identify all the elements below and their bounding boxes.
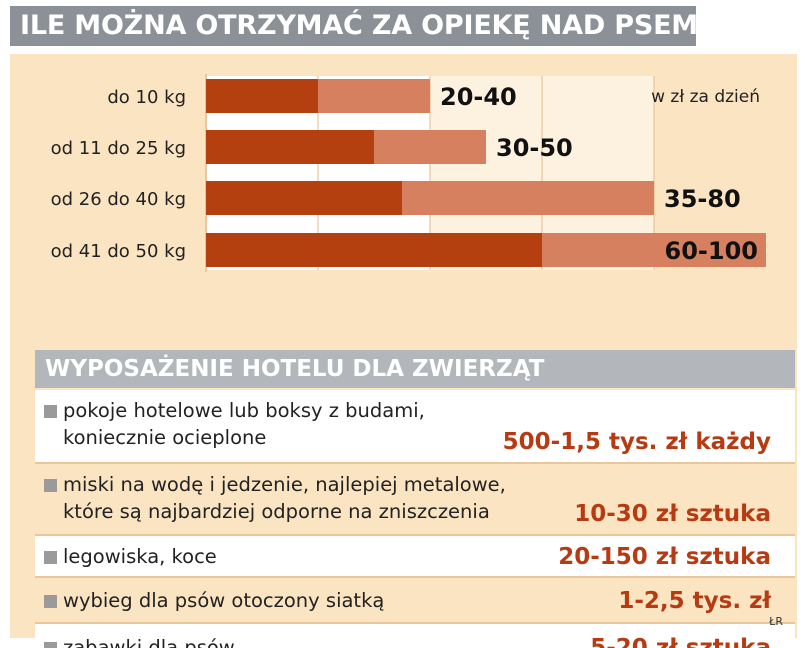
bar-segment-min — [206, 233, 542, 267]
equipment-item-label: które są najbardziej odporne na zniszcze… — [63, 500, 490, 523]
bar-segment-range — [374, 130, 486, 164]
infographic-panel: w zł za dzień do 10 kg 20-40 od 11 do 25 kg… — [10, 54, 797, 648]
square-bullet-icon — [44, 405, 57, 418]
equipment-item-price: 1-2,5 tys. zł — [618, 588, 771, 614]
category-label: od 26 do 40 kg — [51, 189, 186, 210]
bar-segment-min — [206, 181, 402, 215]
equipment-row: legowiska, koce 20-150 zł sztuka — [35, 536, 795, 578]
equipment-item-price: 500-1,5 tys. zł każdy — [502, 429, 771, 455]
equipment-row: zabawki dla psów 5-20 zł sztuka — [35, 624, 795, 648]
equipment-item-price: 5-20 zł sztuka — [590, 635, 771, 648]
equipment-item-price: 10-30 zł sztuka — [574, 501, 771, 527]
equipment-section-title: WYPOSAŻENIE HOTELU DLA ZWIERZĄT — [35, 350, 795, 388]
equipment-row: miski na wodę i jedzenie, najlepiej meta… — [35, 464, 795, 536]
author-credit: ŁR — [769, 615, 783, 628]
data-label: 30-50 — [496, 134, 573, 162]
equipment-row: pokoje hotelowe lub boksy z budami, konie… — [35, 390, 795, 464]
equipment-row: wybieg dla psów otoczony siatką 1-2,5 tys… — [35, 578, 795, 624]
bar-segment-min — [206, 79, 318, 113]
equipment-item-label: wybieg dla psów otoczony siatką — [63, 589, 385, 612]
bar-segment-min — [206, 130, 374, 164]
square-bullet-icon — [44, 642, 57, 648]
equipment-item-label: pokoje hotelowe lub boksy z budami, — [63, 399, 425, 422]
equipment-item-label: legowiska, koce — [63, 545, 217, 568]
data-label: 60-100 — [665, 237, 758, 265]
equipment-item-label: zabawki dla psów — [63, 636, 235, 648]
data-label: 35-80 — [664, 185, 741, 213]
equipment-list: pokoje hotelowe lub boksy z budami, konie… — [35, 390, 795, 648]
category-label: do 10 kg — [107, 87, 186, 108]
price-bar-chart: w zł za dzień do 10 kg 20-40 od 11 do 25 kg… — [51, 74, 766, 272]
bar-segment-range — [402, 181, 654, 215]
bar-segment-range — [318, 79, 430, 113]
square-bullet-icon — [44, 479, 57, 492]
category-label: od 41 do 50 kg — [51, 241, 186, 262]
bar-segment-range — [542, 233, 766, 267]
equipment-item-label: koniecznie ocieplone — [63, 426, 267, 449]
page-title: ILE MOŻNA OTRZYMAĆ ZA OPIEKĘ NAD PSEM — [10, 6, 696, 46]
category-label: od 11 do 25 kg — [51, 138, 186, 159]
equipment-item-label: miski na wodę i jedzenie, najlepiej meta… — [63, 473, 506, 496]
data-label: 20-40 — [440, 83, 517, 111]
square-bullet-icon — [44, 551, 57, 564]
unit-note: w zł za dzień — [651, 87, 760, 107]
equipment-item-price: 20-150 zł sztuka — [558, 544, 771, 570]
square-bullet-icon — [44, 595, 57, 608]
